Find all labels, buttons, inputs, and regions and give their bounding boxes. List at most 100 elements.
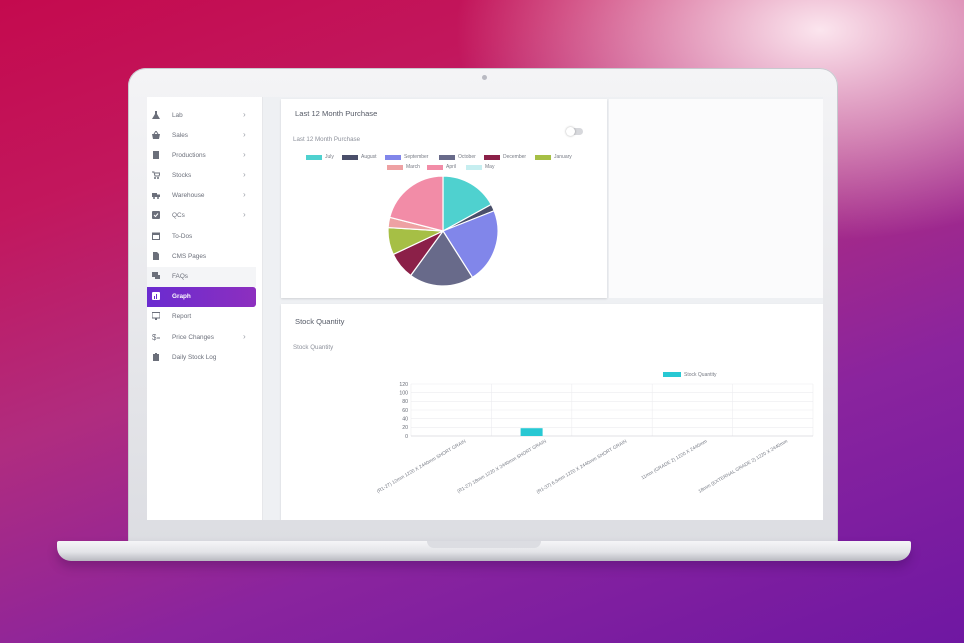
legend-item[interactable]: July — [306, 154, 334, 160]
sidebar-item-label: Price Changes — [172, 334, 214, 341]
chart-icon — [152, 292, 160, 300]
legend-label: May — [485, 164, 495, 170]
legend-swatch — [535, 154, 551, 160]
stock-chart-subtitle: Stock Quantity — [293, 344, 334, 351]
purchase-toggle[interactable] — [566, 127, 583, 136]
y-tick-label: 100 — [399, 390, 408, 396]
legend-swatch — [427, 164, 443, 170]
legend-item[interactable]: April — [427, 164, 456, 170]
stock-bar-chart: 0 20 40 60 80 100 120 (R1-27) 12mm 1220 X 2440m… — [376, 372, 814, 495]
stock-card-title: Stock Quantity — [295, 317, 345, 326]
legend-item[interactable]: December — [484, 154, 526, 160]
legend-item[interactable]: March — [387, 164, 420, 170]
y-tick-label: 120 — [399, 382, 408, 388]
legend-swatch — [466, 164, 482, 170]
x-tick-label: 18mm (EXTERNAL GRADE 2) 1220 X 2440mm — [698, 439, 789, 495]
purchase-pie-chart — [387, 175, 499, 287]
legend-item[interactable]: October — [439, 154, 476, 160]
camera — [482, 75, 487, 80]
x-tick-label: (R1-27) 18mm 1220 X 2440mm SHORT GRAIN — [456, 438, 548, 494]
box-icon — [152, 151, 160, 159]
chevron-right-icon: › — [243, 110, 246, 119]
pie-slice-july[interactable] — [442, 175, 493, 233]
sidebar: Lab › Sales › Productions › Stocks › Warehouse › Q… — [147, 97, 263, 520]
y-tick-label: 40 — [402, 416, 408, 422]
y-tick-label: 60 — [402, 408, 408, 414]
sidebar-item-lab[interactable]: Lab › — [147, 106, 256, 126]
legend-label: August — [361, 154, 377, 160]
sidebar-item-productions[interactable]: Productions › — [147, 146, 256, 166]
pie-slice-october[interactable] — [409, 229, 474, 287]
sidebar-item-label: QCs — [172, 212, 185, 219]
sidebar-item-label: Sales — [172, 132, 188, 139]
laptop-notch — [427, 541, 541, 548]
sidebar-item-price-changes[interactable]: $ Price Changes › — [147, 328, 256, 348]
chevron-right-icon: › — [243, 130, 246, 139]
sidebar-item-label: Warehouse — [172, 192, 205, 199]
legend-item[interactable]: August — [342, 154, 377, 160]
sidebar-item-label: FAQs — [172, 273, 188, 280]
x-tick-label: (R1-27) 12mm 1220 X 2440mm SHORT GRAIN — [376, 438, 468, 494]
legend-label: March — [406, 164, 420, 170]
legend-item[interactable]: September — [385, 154, 428, 160]
svg-text:$: $ — [152, 333, 157, 341]
checkbox-icon — [152, 211, 160, 219]
sidebar-item-to-dos[interactable]: To-Dos — [147, 227, 256, 247]
sidebar-item-report[interactable]: Report — [147, 307, 256, 327]
truck-icon — [152, 191, 160, 199]
sidebar-item-stocks[interactable]: Stocks › — [147, 166, 256, 186]
legend-label: September — [404, 154, 429, 160]
sidebar-item-label: Daily Stock Log — [172, 354, 217, 361]
chevron-right-icon: › — [243, 332, 246, 341]
legend-label: October — [458, 154, 476, 160]
y-tick-label: 80 — [402, 399, 408, 405]
pie-slice-september[interactable] — [442, 209, 499, 279]
calendar-icon — [152, 232, 160, 240]
legend-label: January — [554, 154, 572, 160]
main-content: Last 12 Month Purchase Last 12 Month Pur… — [263, 97, 823, 520]
legend-label: April — [446, 164, 457, 170]
legend-item[interactable]: May — [466, 164, 494, 170]
chevron-right-icon: › — [243, 190, 246, 199]
cart-icon — [152, 171, 161, 179]
clipboard-icon — [152, 353, 160, 361]
sidebar-item-label: Report — [172, 313, 192, 320]
legend-swatch — [439, 154, 455, 160]
sidebar-item-label: Stocks — [172, 172, 192, 179]
legend-swatch — [385, 154, 401, 160]
x-tick-label: (R1-37) 6.5mm 1220 X 2440mm SHORT GRAIN — [536, 438, 629, 495]
sidebar-item-faqs[interactable]: FAQs — [147, 267, 256, 287]
pie-slice-april[interactable] — [388, 175, 444, 232]
y-tick-label: 0 — [405, 434, 408, 440]
toggle-knob — [566, 127, 575, 136]
sidebar-item-sales[interactable]: Sales › — [147, 126, 256, 146]
legend-item[interactable]: January — [535, 154, 572, 160]
chevron-right-icon: › — [243, 150, 246, 159]
bar-stock-quantity[interactable] — [520, 428, 543, 436]
sidebar-item-label: Lab — [172, 112, 183, 119]
legend-swatch — [342, 154, 358, 160]
sidebar-item-graph[interactable]: Graph — [147, 287, 256, 307]
sidebar-item-label: Graph — [172, 293, 191, 300]
flask-icon — [152, 111, 160, 119]
blank-card — [609, 99, 823, 298]
laptop-base — [57, 541, 911, 561]
chevron-right-icon: › — [243, 210, 246, 219]
price-icon: $ — [152, 333, 160, 342]
legend-swatch — [306, 154, 322, 160]
basket-icon — [152, 130, 160, 139]
sidebar-item-daily-stock-log[interactable]: Daily Stock Log — [147, 348, 256, 368]
legend-swatch — [484, 154, 500, 160]
app-screen: Lab › Sales › Productions › Stocks › Warehouse › Q… — [147, 97, 823, 520]
x-tick-label: 11mm (GRADE 2) 1220 X 2440mm — [640, 439, 708, 482]
sidebar-item-label: CMS Pages — [172, 253, 207, 260]
chat-icon — [152, 272, 160, 280]
sidebar-item-qcs[interactable]: QCs › — [147, 206, 256, 226]
purchase-chart-subtitle: Last 12 Month Purchase — [293, 136, 361, 143]
legend-swatch — [387, 164, 403, 170]
legend-label: July — [325, 154, 334, 160]
sidebar-item-warehouse[interactable]: Warehouse › — [147, 186, 256, 206]
sidebar-item-cms-pages[interactable]: CMS Pages — [147, 247, 256, 267]
sidebar-item-label: Productions — [172, 152, 206, 159]
bar-legend-swatch — [663, 372, 681, 377]
